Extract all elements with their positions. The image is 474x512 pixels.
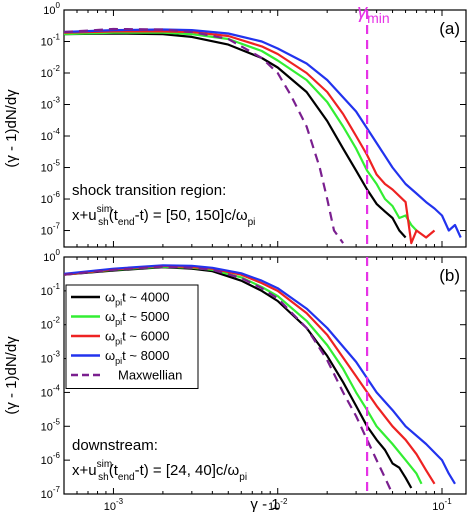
- series-line-4: [64, 265, 394, 494]
- legend-label: ωpit ~ 8000: [105, 348, 170, 366]
- y-tick-label: 10-4: [41, 383, 61, 399]
- x-tick-label: 10-3: [104, 497, 124, 512]
- x-tick-label: 10-2: [268, 497, 288, 512]
- x-axis-label: γ - 1: [250, 496, 279, 512]
- y-tick-label: 100: [43, 248, 60, 264]
- panel-letter: (a): [439, 19, 460, 38]
- series-group: [64, 264, 456, 494]
- y-tick-label: 10-1: [41, 282, 61, 298]
- series-line-4: [64, 27, 344, 244]
- series-line-3: [64, 264, 456, 485]
- y-tick-label: 10-5: [41, 159, 61, 175]
- y-tick-label: 10-6: [41, 190, 61, 206]
- series-line-0: [64, 32, 407, 239]
- x-tick-label: 10-1: [432, 497, 452, 512]
- series-line-2: [64, 30, 436, 245]
- y-tick-label: 10-6: [41, 451, 61, 467]
- y-tick-label: 10-3: [41, 350, 61, 366]
- panel-letter: (b): [439, 266, 460, 285]
- y-tick-label: 100: [43, 1, 60, 17]
- y-tick-label: 10-2: [41, 64, 61, 80]
- y-tick-label: 10-5: [41, 417, 61, 433]
- plot-frame: [63, 256, 467, 495]
- annotation-line-1: downstream:: [72, 437, 158, 454]
- legend-label: ωpit ~ 6000: [105, 329, 170, 347]
- series-line-3: [64, 28, 462, 238]
- y-tick-label: 10-1: [41, 33, 61, 49]
- series-line-1: [64, 31, 418, 232]
- y-tick-label: 10-3: [41, 96, 61, 112]
- series-group: [64, 27, 462, 245]
- y-axis-label: (γ - 1)dN/dγ: [3, 336, 20, 415]
- y-tick-label: 10-4: [41, 127, 61, 143]
- plot-frame: [63, 9, 467, 248]
- y-tick-label: 10-7: [41, 485, 61, 501]
- legend-label: ωpit ~ 5000: [105, 309, 170, 327]
- overlay: γmin: [357, 1, 390, 26]
- panel-b: 100 10-1 10-2 10-3 10-4 10-5 10-6 10-7 10-3 10-2 1…: [3, 248, 467, 512]
- legend-label: ωpit ~ 4000: [105, 290, 170, 308]
- gamma-min-label: γmin: [357, 1, 390, 26]
- annotation-line-2: x+usim sh(tend-t) = [24, 40]c/ωpi: [72, 459, 247, 483]
- annotation-line-1: shock transition region:: [72, 182, 226, 199]
- y-tick-label: 10-2: [41, 316, 61, 332]
- legend-label: Maxwellian: [118, 368, 182, 383]
- y-tick-label: 10-7: [41, 222, 61, 238]
- annotation-line-2: x+usim sh(tend-t) = [50, 150]c/ωpi: [72, 204, 255, 228]
- panel-a: 100 10-1 10-2 10-3 10-4 10-5 10-6 10-7 (γ - 1)dN…: [3, 1, 467, 248]
- y-axis-label: (γ - 1)dN/dγ: [3, 89, 20, 168]
